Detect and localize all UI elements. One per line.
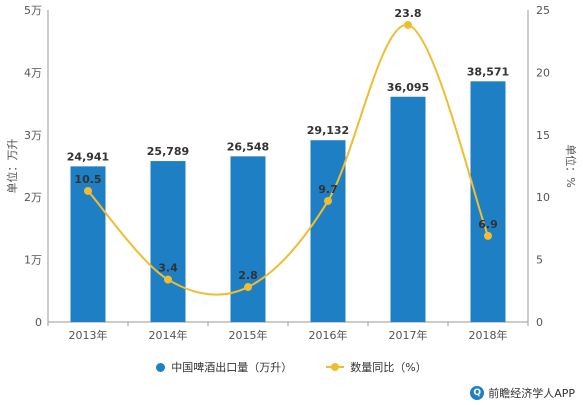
y-left-tick-label: 4万 <box>24 66 42 79</box>
x-tick-label: 2014年 <box>149 328 188 342</box>
bar <box>390 96 426 322</box>
brand-logo-icon: Q <box>470 386 485 400</box>
y-right-tick-label: 0 <box>536 316 543 329</box>
bar-value-label: 38,571 <box>467 65 509 78</box>
legend-item-line: 数量同比（%） <box>326 359 427 375</box>
x-tick-label: 2018年 <box>469 328 508 342</box>
line-value-label: 10.5 <box>74 173 101 186</box>
legend-line-label: 数量同比（%） <box>350 361 427 374</box>
y-left-axis-title: 单位：万升 <box>5 139 19 194</box>
y-right-tick-label: 20 <box>536 66 550 79</box>
bar-value-label: 26,548 <box>227 140 269 153</box>
y-left-tick-label: 3万 <box>24 129 42 142</box>
bar <box>230 156 266 322</box>
line-point <box>484 231 492 240</box>
line-point <box>324 196 332 205</box>
bar-value-label: 24,941 <box>67 150 109 163</box>
y-right-tick-label: 15 <box>536 129 550 142</box>
line-value-label: 9.7 <box>318 183 338 196</box>
bar-value-label: 36,095 <box>387 81 429 94</box>
bar-value-label: 25,789 <box>147 145 189 158</box>
y-left-tick-label: 0 <box>35 316 42 329</box>
y-right-tick-label: 25 <box>536 4 550 17</box>
y-right-axis-title: 单位：% <box>564 144 578 187</box>
legend-line-marker <box>326 363 345 371</box>
y-left-tick-label: 2万 <box>24 191 42 204</box>
brand-text: 前瞻经济学人APP <box>488 387 575 400</box>
legend-bar-marker <box>156 362 166 372</box>
x-tick-label: 2015年 <box>229 328 268 342</box>
line-point <box>84 186 92 195</box>
line-value-label: 3.4 <box>158 262 178 275</box>
line-point <box>404 20 412 29</box>
line-value-label: 6.9 <box>478 218 498 231</box>
bar <box>150 161 186 322</box>
bar-value-label: 29,132 <box>307 124 349 137</box>
legend: 中国啤酒出口量（万升） 数量同比（%） <box>0 359 583 375</box>
line-point <box>164 275 172 284</box>
bar <box>470 81 506 323</box>
y-left-tick-label: 1万 <box>24 254 42 267</box>
legend-item-bar: 中国啤酒出口量（万升） <box>156 359 292 375</box>
bar <box>310 140 346 322</box>
y-right-tick-label: 5 <box>536 254 543 267</box>
line-value-label: 2.8 <box>238 269 258 282</box>
brand-watermark: Q 前瞻经济学人APP <box>470 385 575 401</box>
legend-bar-label: 中国啤酒出口量（万升） <box>171 361 293 374</box>
line-point <box>244 283 252 292</box>
x-tick-label: 2013年 <box>69 328 108 342</box>
line-value-label: 23.8 <box>394 7 421 20</box>
x-tick-label: 2017年 <box>389 328 428 342</box>
y-left-tick-label: 5万 <box>24 4 42 17</box>
y-right-tick-label: 10 <box>536 191 550 204</box>
line-series-path <box>87 23 489 296</box>
x-tick-label: 2016年 <box>309 328 348 342</box>
